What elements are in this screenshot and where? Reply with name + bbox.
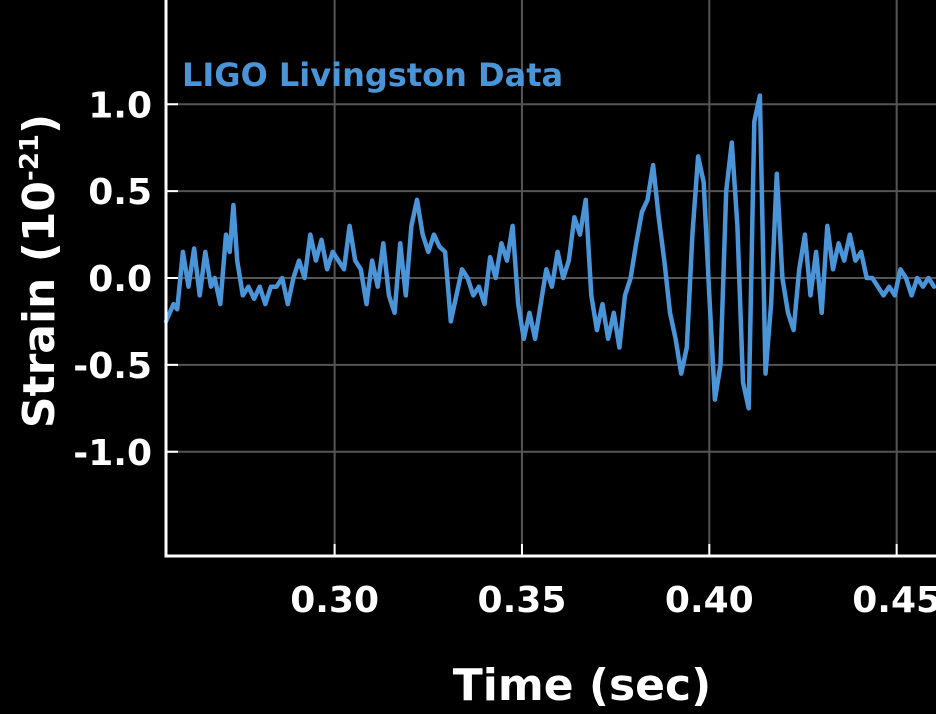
x-tick-label: 0.40 <box>665 580 754 621</box>
y-tick-label: -0.5 <box>73 346 152 387</box>
x-tick-label: 0.45 <box>852 580 936 621</box>
series-legend-label: LIGO Livingston Data <box>182 56 563 94</box>
y-axis-title-close: ) <box>14 114 65 134</box>
x-tick-label: 0.35 <box>478 580 567 621</box>
y-axis-title-exponent: -21 <box>15 134 45 181</box>
x-axis-title: Time (sec) <box>453 660 711 711</box>
x-tick-label: 0.30 <box>290 580 379 621</box>
series-layer <box>163 93 936 411</box>
y-axis-title: Strain (10-21) <box>14 114 65 428</box>
y-tick-label: 1.0 <box>88 85 152 126</box>
y-tick-label: 0.5 <box>88 172 152 213</box>
y-tick-label: 0.0 <box>88 259 152 300</box>
axes <box>164 0 936 558</box>
y-tick-label: -1.0 <box>73 433 152 474</box>
series-line <box>163 93 936 411</box>
x-tick-labels: 0.30 0.35 0.40 0.45 <box>290 580 936 621</box>
y-tick-labels: 1.0 0.5 0.0 -0.5 -1.0 <box>73 85 152 474</box>
y-axis-title-main: Strain (10 <box>14 181 65 428</box>
